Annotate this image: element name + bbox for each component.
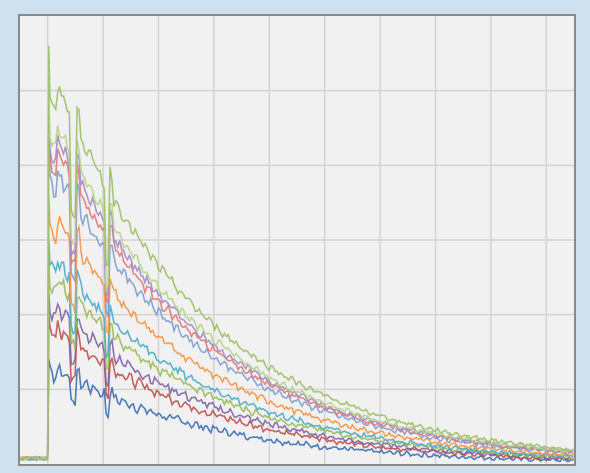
series-line-10	[20, 90, 574, 461]
series-line-11	[20, 45, 574, 461]
series-line-6	[20, 195, 574, 461]
series-line-5	[20, 239, 574, 461]
series-line-9	[20, 105, 574, 461]
chart-svg	[20, 16, 574, 464]
series-line-4	[20, 262, 574, 462]
series-line-3	[20, 292, 574, 461]
plot-area	[18, 14, 576, 466]
